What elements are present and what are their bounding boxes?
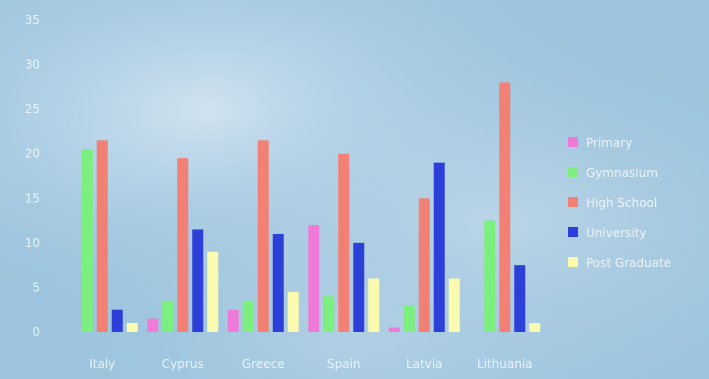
- bar-gymnasium-italy: [81, 149, 93, 332]
- legend-swatch: [568, 257, 578, 267]
- bar-university-cyprus: [192, 229, 204, 332]
- bar-university-latvia: [433, 162, 445, 332]
- bar-university-spain: [353, 242, 365, 332]
- x-category-label: Lithuania: [477, 357, 533, 371]
- bar-high-school-lithuania: [499, 82, 511, 333]
- bar-gymnasium-greece: [242, 300, 254, 332]
- bar-university-italy: [111, 309, 123, 332]
- x-category-label: Italy: [89, 357, 115, 371]
- x-category-label: Latvia: [406, 357, 443, 371]
- bar-post-graduate-greece: [287, 291, 299, 332]
- y-tick-label: 30: [25, 58, 40, 72]
- bar-primary-greece: [227, 309, 239, 332]
- bar-post-graduate-cyprus: [207, 251, 219, 332]
- x-category-label: Cyprus: [162, 357, 204, 371]
- bar-gymnasium-latvia: [403, 305, 415, 332]
- y-tick-label: 25: [25, 102, 40, 116]
- bars: [81, 82, 541, 333]
- bar-post-graduate-italy: [126, 323, 138, 332]
- legend: Primary Gymnasium High School University Pos…: [568, 136, 671, 270]
- bar-post-graduate-latvia: [448, 278, 460, 332]
- legend-label: Primary: [586, 136, 632, 150]
- y-tick-label: 0: [32, 325, 40, 339]
- legend-label: Post Graduate: [586, 256, 671, 270]
- legend-label: Gymnasium: [586, 166, 658, 180]
- bar-primary-latvia: [388, 327, 400, 332]
- y-tick-label: 10: [25, 236, 40, 250]
- bar-university-greece: [272, 233, 284, 332]
- bar-high-school-cyprus: [177, 158, 189, 332]
- bar-primary-cyprus: [147, 318, 159, 332]
- y-tick-label: 20: [25, 147, 40, 161]
- legend-swatch: [568, 167, 578, 177]
- legend-label: University: [586, 226, 647, 240]
- y-tick-label: 15: [25, 191, 40, 205]
- bar-high-school-spain: [338, 153, 350, 332]
- y-tick-label: 5: [32, 280, 40, 294]
- x-category-label: Greece: [242, 357, 285, 371]
- bar-primary-spain: [308, 225, 320, 332]
- bar-high-school-italy: [96, 140, 108, 332]
- bar-gymnasium-cyprus: [162, 300, 174, 332]
- bar-post-graduate-spain: [368, 278, 380, 332]
- bar-university-lithuania: [514, 265, 526, 332]
- bar-high-school-greece: [257, 140, 269, 332]
- bar-high-school-latvia: [418, 198, 430, 332]
- legend-label: High School: [586, 196, 657, 210]
- legend-swatch: [568, 197, 578, 207]
- legend-swatch: [568, 227, 578, 237]
- x-axis: Italy Cyprus Greece Spain Latvia Lithuania: [89, 357, 532, 371]
- bar-gymnasium-lithuania: [484, 220, 496, 332]
- bar-gymnasium-spain: [323, 296, 335, 332]
- x-category-label: Spain: [327, 357, 361, 371]
- y-axis: 0 5 10 15 20 25 30 35: [25, 13, 40, 339]
- y-tick-label: 35: [25, 13, 40, 27]
- bar-post-graduate-lithuania: [529, 323, 541, 332]
- legend-swatch: [568, 137, 578, 147]
